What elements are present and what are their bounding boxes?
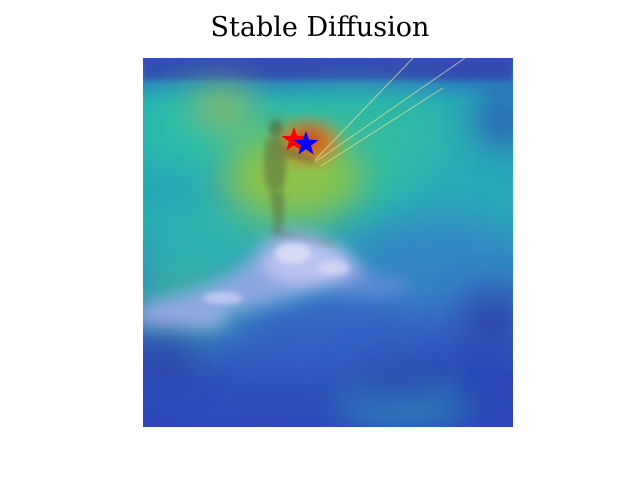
figure-title: Stable Diffusion <box>210 12 430 43</box>
blue-star-marker <box>293 131 319 155</box>
red-star-marker <box>281 127 307 151</box>
heatmap-image <box>143 58 513 427</box>
